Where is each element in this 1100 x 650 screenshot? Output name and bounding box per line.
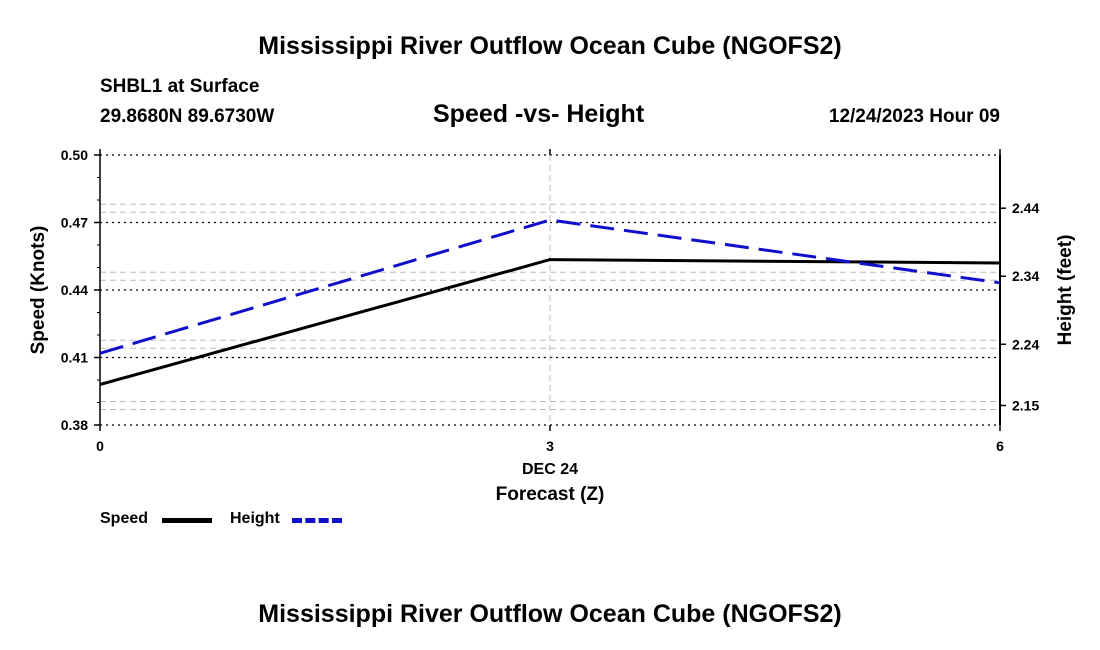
x-tick-label: 6 bbox=[996, 438, 1004, 454]
legend-speed-label: Speed bbox=[100, 510, 149, 527]
y-left-tick-label: 0.44 bbox=[61, 282, 88, 298]
station-name: SHBL1 at Surface bbox=[100, 76, 260, 97]
y-left-axis-label: Speed (Knots) bbox=[28, 226, 49, 355]
page-title: Mississippi River Outflow Ocean Cube (NG… bbox=[258, 32, 842, 60]
y-left-tick-label: 0.38 bbox=[61, 417, 88, 433]
y-left-tick-label: 0.41 bbox=[61, 350, 88, 366]
y-right-tick-label: 2.34 bbox=[1012, 268, 1039, 284]
y-right-tick-label: 2.24 bbox=[1012, 336, 1039, 352]
x-tick-label: 3 bbox=[546, 438, 554, 454]
y-left-tick-label: 0.47 bbox=[61, 215, 88, 231]
forecast-date: 12/24/2023 Hour 09 bbox=[828, 106, 1000, 127]
chart-title: Speed -vs- Height bbox=[433, 100, 645, 128]
x-date-label: DEC 24 bbox=[522, 461, 578, 478]
legend-height-label: Height bbox=[230, 510, 280, 527]
legend-height-swatch bbox=[292, 518, 342, 523]
y-right-tick-label: 2.44 bbox=[1012, 200, 1039, 216]
series-line-height bbox=[99, 218, 1001, 355]
x-axis-label: Forecast (Z) bbox=[496, 484, 605, 505]
y-right-axis-label: Height (feet) bbox=[1055, 235, 1076, 346]
series-line-speed bbox=[99, 258, 1001, 386]
legend-speed-swatch bbox=[162, 518, 212, 523]
x-tick-label: 0 bbox=[96, 438, 104, 454]
station-coordinates: 29.8680N 89.6730W bbox=[100, 106, 275, 127]
y-left-tick-label: 0.50 bbox=[61, 147, 88, 163]
y-right-tick-label: 2.15 bbox=[1012, 397, 1039, 413]
footer-title: Mississippi River Outflow Ocean Cube (NG… bbox=[258, 600, 842, 628]
